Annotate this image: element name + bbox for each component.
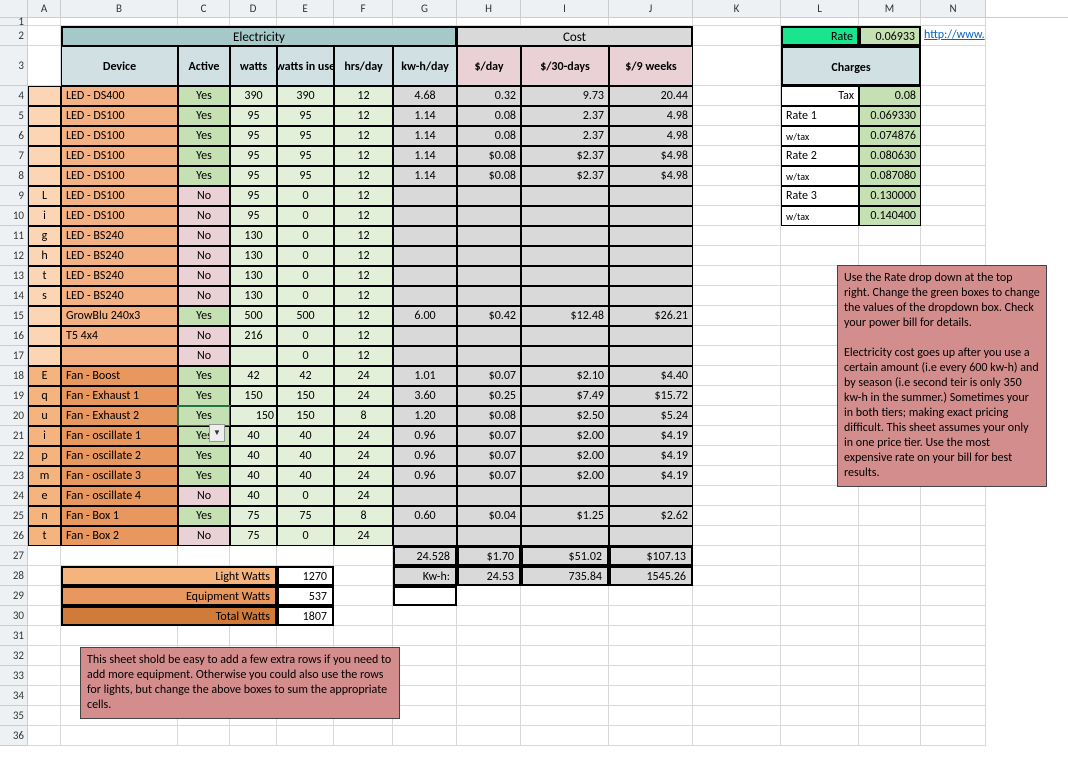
row-header-13[interactable]: 13 — [0, 266, 28, 286]
col-header-E[interactable]: E — [277, 0, 334, 17]
col-header-C[interactable]: C — [178, 0, 230, 17]
subheader-per9w[interactable]: $/9 weeks — [609, 46, 693, 86]
subheader-per30[interactable]: $/30-days — [521, 46, 609, 86]
category-lights[interactable] — [28, 146, 61, 166]
row-header-19[interactable]: 19 — [0, 386, 28, 406]
category-lights[interactable]: h — [28, 246, 61, 266]
row-header-31[interactable]: 31 — [0, 626, 28, 646]
rate-label[interactable]: Rate — [781, 26, 859, 46]
col-header-M[interactable]: M — [859, 0, 921, 17]
row-header-9[interactable]: 9 — [0, 186, 28, 206]
row-header-33[interactable]: 33 — [0, 666, 28, 686]
note-bottom: This sheet shold be easy to add a few ex… — [80, 647, 400, 719]
row-header-6[interactable]: 6 — [0, 126, 28, 146]
row-header-32[interactable]: 32 — [0, 646, 28, 666]
subheader-wattsInUse[interactable]: watts in use — [277, 46, 334, 86]
row-header-29[interactable]: 29 — [0, 586, 28, 606]
col-header-D[interactable]: D — [230, 0, 277, 17]
row-header-8[interactable]: 8 — [0, 166, 28, 186]
col-header-K[interactable]: K — [693, 0, 781, 17]
row-header-1[interactable]: 1 — [0, 18, 28, 26]
col-header-N[interactable]: N — [921, 0, 986, 17]
row-header-4[interactable]: 4 — [0, 86, 28, 106]
row-header-3[interactable]: 3 — [0, 46, 28, 86]
row-header-18[interactable]: 18 — [0, 366, 28, 386]
col-header-F[interactable]: F — [334, 0, 393, 17]
row-header-34[interactable]: 34 — [0, 686, 28, 706]
category-lights[interactable]: s — [28, 286, 61, 306]
col-header-L[interactable]: L — [781, 0, 859, 17]
rate-value[interactable]: 0.06933 — [859, 26, 921, 46]
col-header-H[interactable]: H — [457, 0, 521, 17]
category-lights[interactable]: L — [28, 186, 61, 206]
category-lights[interactable] — [28, 106, 61, 126]
col-header-G[interactable]: G — [393, 0, 457, 17]
col-header-J[interactable]: J — [609, 0, 693, 17]
row-header-10[interactable]: 10 — [0, 206, 28, 226]
row-header-17[interactable]: 17 — [0, 346, 28, 366]
row-header-30[interactable]: 30 — [0, 606, 28, 626]
subheader-watts[interactable]: watts — [230, 46, 277, 86]
row-header-14[interactable]: 14 — [0, 286, 28, 306]
row-header-27[interactable]: 27 — [0, 546, 28, 566]
row-header-2[interactable]: 2 — [0, 26, 28, 46]
subheader-device[interactable]: Device — [61, 46, 178, 86]
row-header-16[interactable]: 16 — [0, 326, 28, 346]
category-lights[interactable]: g — [28, 226, 61, 246]
col-header-B[interactable]: B — [61, 0, 178, 17]
subheader-hrsDay[interactable]: hrs/day — [334, 46, 393, 86]
row-header-25[interactable]: 25 — [0, 506, 28, 526]
selected-cell[interactable]: Yes — [178, 406, 230, 426]
row-header-15[interactable]: 15 — [0, 306, 28, 326]
row-header-26[interactable]: 26 — [0, 526, 28, 546]
row-header-7[interactable]: 7 — [0, 146, 28, 166]
row-header-24[interactable]: 24 — [0, 486, 28, 506]
row-header-21[interactable]: 21 — [0, 426, 28, 446]
dropdown-arrow-icon[interactable]: ▼ — [209, 424, 225, 442]
category-lights[interactable] — [28, 346, 61, 366]
subheader-perDay[interactable]: $/day — [457, 46, 521, 86]
category-lights[interactable] — [28, 86, 61, 106]
row-header-20[interactable]: 20 — [0, 406, 28, 426]
row-header-5[interactable]: 5 — [0, 106, 28, 126]
category-lights[interactable] — [28, 126, 61, 146]
category-lights[interactable] — [28, 326, 61, 346]
charges-header[interactable]: Charges — [781, 46, 921, 86]
row-header-35[interactable]: 35 — [0, 706, 28, 726]
header-cost[interactable]: Cost — [457, 26, 693, 46]
category-lights[interactable]: i — [28, 206, 61, 226]
header-electricity[interactable]: Electricity — [61, 26, 457, 46]
note-right: Use the Rate drop down at the top right.… — [837, 265, 1047, 487]
row-header-12[interactable]: 12 — [0, 246, 28, 266]
row-headers: 1234567891011121314151617181920212223242… — [0, 18, 28, 746]
subheader-kwhDay[interactable]: kw-h/day — [393, 46, 457, 86]
category-lights[interactable]: t — [28, 266, 61, 286]
link[interactable]: http://www. — [921, 26, 986, 46]
row-header-36[interactable]: 36 — [0, 726, 28, 746]
row-header-28[interactable]: 28 — [0, 566, 28, 586]
spreadsheet: ABCDEFGHIJKLMN 1234567891011121314151617… — [0, 0, 1068, 765]
category-lights[interactable] — [28, 306, 61, 326]
row-header-11[interactable]: 11 — [0, 226, 28, 246]
row-header-22[interactable]: 22 — [0, 446, 28, 466]
category-lights[interactable] — [28, 166, 61, 186]
column-headers: ABCDEFGHIJKLMN — [0, 0, 1068, 18]
col-header-I[interactable]: I — [521, 0, 609, 17]
col-header-A[interactable]: A — [28, 0, 61, 17]
subheader-active[interactable]: Active — [178, 46, 230, 86]
row-header-23[interactable]: 23 — [0, 466, 28, 486]
